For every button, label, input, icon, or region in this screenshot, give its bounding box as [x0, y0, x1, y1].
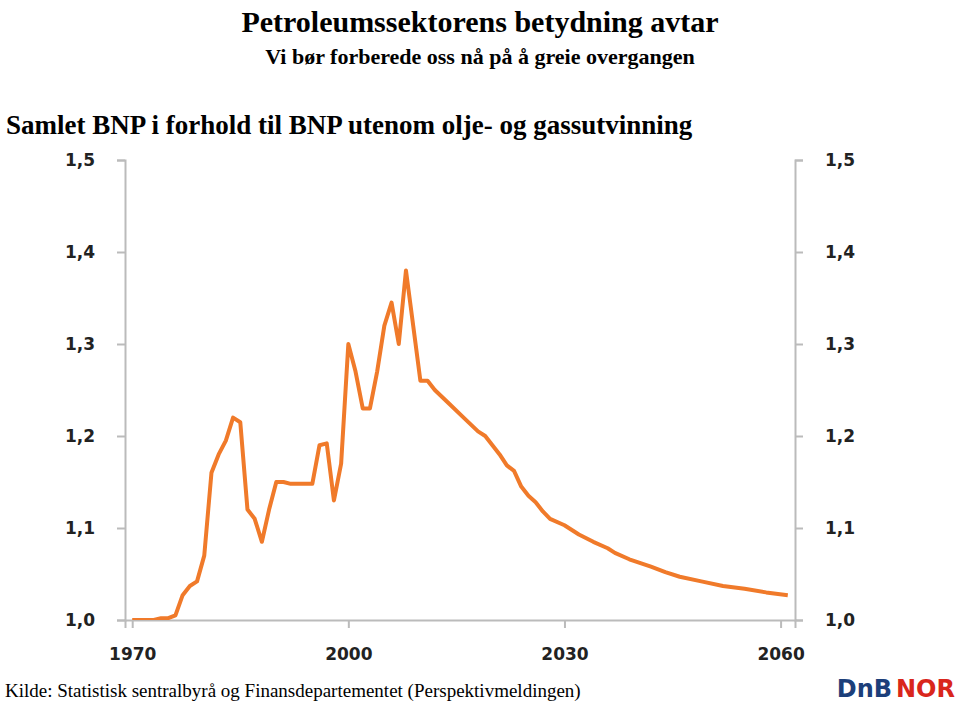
title: Petroleumssektorens betydning avtar	[241, 5, 718, 38]
tick: 1,3	[795, 334, 855, 354]
tick-mark	[348, 620, 350, 628]
subtitle: Vi bør forberede oss nå på å greie overg…	[265, 44, 694, 69]
tick: 1,4	[65, 242, 125, 262]
chart-title: Samlet BNP i forhold til BNP utenom olje…	[6, 110, 693, 140]
tick: 2000	[325, 620, 372, 664]
x-axis: 1970 2000 2030 2060	[109, 620, 805, 664]
tick-label: 1,4	[825, 242, 855, 262]
tick-label: 1970	[109, 644, 156, 664]
tick-label: 1,0	[65, 610, 95, 630]
tick: 1,2	[65, 426, 125, 446]
tick-label: 1,4	[65, 242, 95, 262]
tick: 1,3	[65, 334, 125, 354]
tick-label: 1,0	[825, 610, 855, 630]
tick-label: 1,2	[825, 426, 855, 446]
tick-label: 1,1	[825, 518, 855, 538]
tick-label: 2000	[325, 644, 372, 664]
tick: 1970	[109, 620, 156, 664]
tick-mark	[795, 252, 803, 254]
tick-mark	[564, 620, 566, 628]
chart: Petroleumssektorens betydning avtar Vi bø…	[0, 0, 960, 705]
tick-mark	[117, 344, 125, 346]
logo: DnBNOR	[837, 675, 955, 703]
tick: 1,5	[795, 150, 855, 170]
tick: 1,0	[795, 610, 855, 630]
tick-label: 1,5	[825, 150, 855, 170]
tick-mark	[780, 620, 782, 628]
y-axis: 1,0 1,1 1,2 1,3 1,4 1,5	[65, 150, 126, 630]
tick-label: 2030	[541, 644, 588, 664]
tick-label: 2060	[757, 644, 804, 664]
line	[132, 270, 788, 620]
tick-mark	[117, 528, 125, 530]
tick: 1,1	[65, 518, 125, 538]
logo-part: NOR	[896, 675, 955, 703]
tick-label: 1,3	[65, 334, 95, 354]
tick: 1,0	[65, 610, 125, 630]
tick: 1,5	[65, 150, 125, 170]
tick: 2060	[757, 620, 804, 664]
tick-label: 1,3	[825, 334, 855, 354]
tick: 2030	[541, 620, 588, 664]
tick: 1,1	[795, 518, 855, 538]
tick-label: 1,1	[65, 518, 95, 538]
tick-mark	[117, 160, 125, 162]
tick-mark	[132, 620, 134, 628]
y-axis-line	[117, 161, 126, 621]
tick-mark	[795, 344, 803, 346]
y-axis-right: 1,0 1,1 1,2 1,3 1,4 1,5	[795, 150, 855, 630]
tick-label: 1,5	[65, 150, 95, 170]
tick-mark	[795, 528, 803, 530]
plot-area	[132, 270, 788, 620]
tick-mark	[795, 436, 803, 438]
x-axis-line	[126, 621, 796, 629]
tick: 1,4	[795, 242, 855, 262]
tick-label: 1,2	[65, 426, 95, 446]
tick-mark	[117, 252, 125, 254]
tick-mark	[117, 436, 125, 438]
source: Kilde: Statistisk sentralbyrå og Finansd…	[5, 680, 581, 702]
tick: 1,2	[795, 426, 855, 446]
tick-mark	[795, 160, 803, 162]
tick-mark	[117, 620, 125, 622]
logo-part: DnB	[837, 675, 892, 703]
y-axis-right-line	[796, 161, 804, 621]
